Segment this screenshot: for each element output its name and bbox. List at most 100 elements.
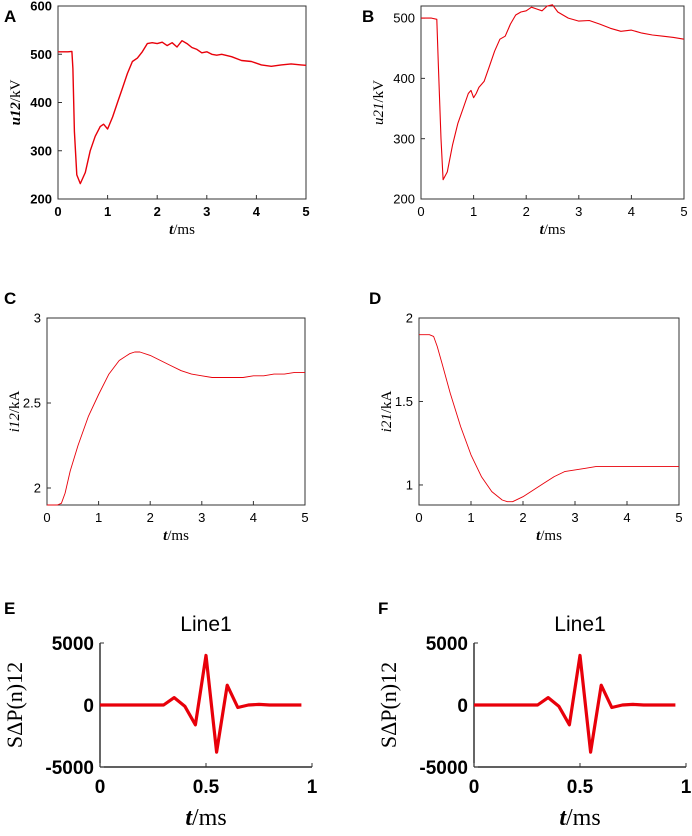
x-axis-label-var: t <box>559 805 567 831</box>
series-line-f <box>474 653 676 754</box>
y-tick-label: 0 <box>83 696 94 717</box>
y-axis-label-var: i12 <box>7 413 23 433</box>
x-axis-label-var: t <box>169 222 174 238</box>
y-axis-label-unit: SΔP(n)12 <box>376 662 401 748</box>
y-tick-label: -5000 <box>45 758 94 779</box>
y-axis-label-var: i21 <box>379 413 395 432</box>
x-tick-label: 0 <box>95 777 106 798</box>
y-tick-label: 200 <box>393 192 415 207</box>
y-axis-label-unit: /kA <box>379 390 395 413</box>
x-tick-label: 4 <box>623 510 630 525</box>
x-tick-label: 0 <box>417 204 424 219</box>
series-line-b <box>421 4 685 181</box>
y-tick-label: 300 <box>30 143 52 158</box>
x-tick-label: 1 <box>307 777 318 798</box>
x-tick-label: 0 <box>415 510 422 525</box>
x-axis-label-unit: /ms <box>544 222 566 238</box>
x-axis-label-var: t <box>185 805 193 831</box>
y-tick-label: 400 <box>393 71 415 86</box>
chart-title: Line1 <box>554 613 605 636</box>
y-tick-label: 5000 <box>52 634 94 655</box>
x-axis-label: t/ms <box>185 805 226 831</box>
x-tick-label: 1 <box>95 510 102 525</box>
chart-title: Line1 <box>180 613 231 636</box>
series-line-d <box>419 334 679 503</box>
plot-frame <box>418 317 680 506</box>
x-tick-label: 5 <box>301 510 308 525</box>
x-tick-label: 1 <box>467 510 474 525</box>
x-axis-label-unit: /ms <box>192 805 227 831</box>
y-tick-label: 400 <box>30 95 52 110</box>
y-axis-label: SΔP(n)12 <box>376 662 401 748</box>
x-tick-label: 0 <box>54 204 61 219</box>
y-axis-label-unit: SΔP(n)12 <box>2 662 27 748</box>
y-tick-label: 3 <box>34 311 41 326</box>
x-tick-label: 1 <box>104 204 111 219</box>
y-axis-label: i12/kA <box>7 390 23 432</box>
x-tick-label: 3 <box>198 510 205 525</box>
x-tick-label: 2 <box>147 510 154 525</box>
plot-frame <box>46 317 306 506</box>
x-tick-label: 5 <box>302 204 309 219</box>
x-tick-label: 0.5 <box>193 777 220 798</box>
y-axis-label: u12/kV <box>8 79 24 125</box>
plot-frame <box>57 5 307 200</box>
plot-frame <box>420 5 685 200</box>
chart-panel-b: B 0 1 2 3 4 5 200 300 400 500 t/ms u21/kV <box>362 4 688 238</box>
x-axis-label: t/ms <box>169 222 195 238</box>
x-tick-label: 5 <box>675 510 682 525</box>
series-line-c <box>47 351 305 506</box>
x-tick-label: 3 <box>575 204 582 219</box>
series-line-a <box>58 40 307 185</box>
y-tick-label: 5000 <box>426 634 468 655</box>
x-tick-label: 1 <box>470 204 477 219</box>
x-axis-label-unit: /ms <box>566 805 601 831</box>
y-axis-label-unit: /kV <box>8 79 24 102</box>
x-tick-label: 4 <box>250 510 257 525</box>
x-tick-label: 3 <box>203 204 210 219</box>
y-tick-label: 0 <box>457 696 468 717</box>
chart-panel-a: A 0 1 2 3 4 5 200 300 400 500 600 t/ms u12/kV <box>4 0 310 238</box>
series-line-e <box>100 653 302 754</box>
x-axis-label: t/ms <box>163 528 189 544</box>
y-tick-label: 200 <box>30 192 52 207</box>
x-tick-label: 4 <box>253 204 261 219</box>
x-tick-label: 5 <box>680 204 687 219</box>
x-tick-label: 3 <box>571 510 578 525</box>
x-axis-label-unit: /ms <box>540 528 562 544</box>
y-tick-label: 1.5 <box>395 394 413 409</box>
y-tick-label: 500 <box>30 47 52 62</box>
x-tick-label: 0.5 <box>567 777 594 798</box>
x-axis-label: t/ms <box>559 805 600 831</box>
x-tick-label: 1 <box>681 777 692 798</box>
y-tick-label: 1 <box>406 478 413 493</box>
x-axis-label-var: t <box>540 222 545 238</box>
x-axis-label-unit: /ms <box>173 222 195 238</box>
y-tick-label: -5000 <box>419 758 468 779</box>
x-tick-label: 0 <box>43 510 50 525</box>
y-axis-label: i21/kA <box>379 390 395 432</box>
x-axis-label: t/ms <box>540 222 566 238</box>
panel-letter: D <box>369 289 381 308</box>
y-tick-label: 300 <box>393 131 415 146</box>
y-axis-label-unit: /kA <box>7 390 23 413</box>
chart-panel-c: C 0 1 2 3 4 5 2 2.5 3 t/ms i12/kA <box>4 289 309 544</box>
y-axis-label-var: u12 <box>8 102 24 126</box>
y-tick-label: 2 <box>34 481 41 496</box>
y-tick-label: 2 <box>406 311 413 326</box>
y-tick-label: 500 <box>393 11 415 26</box>
y-tick-label: 600 <box>30 0 52 14</box>
y-axis-label: u21/kV <box>371 80 387 125</box>
x-tick-label: 2 <box>519 510 526 525</box>
x-tick-label: 2 <box>154 204 161 219</box>
x-tick-label: 0 <box>469 777 480 798</box>
x-tick-label: 4 <box>628 204 635 219</box>
panel-letter: E <box>4 599 15 618</box>
y-tick-label: 2.5 <box>23 396 41 411</box>
x-axis-label-var: t <box>536 528 541 544</box>
panel-letter: C <box>4 289 16 308</box>
